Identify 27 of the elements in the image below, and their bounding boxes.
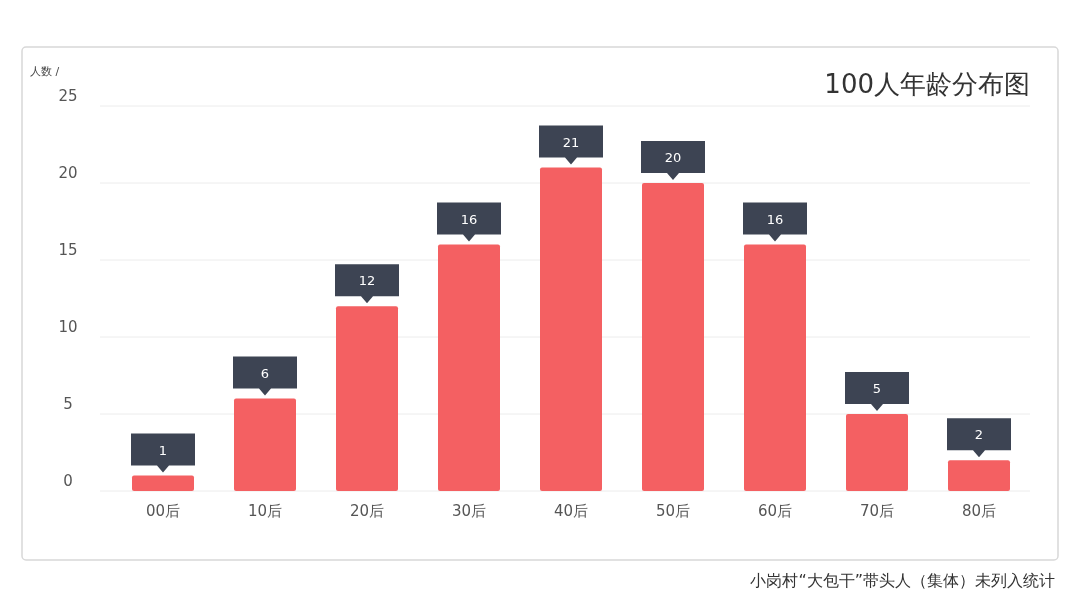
x-tick-label: 20后	[349, 502, 385, 520]
data-label: 2	[974, 427, 984, 443]
y-tick-label: 20	[58, 164, 78, 182]
data-label: 16	[460, 211, 478, 227]
data-label: 21	[562, 134, 580, 150]
x-tick-label: 40后	[553, 502, 589, 520]
x-tick-label: 30后	[451, 502, 487, 520]
y-tick-label: 0	[63, 472, 73, 490]
y-tick-label: 10	[58, 318, 78, 336]
data-label: 16	[766, 211, 784, 227]
data-label: 6	[260, 365, 270, 381]
x-tick-label: 60后	[757, 502, 793, 520]
y-tick-label: 5	[63, 395, 73, 413]
x-tick-label: 00后	[145, 502, 181, 520]
x-tick-label: 10后	[247, 502, 283, 520]
y-tick-label: 25	[58, 87, 78, 105]
y-tick-label: 15	[58, 241, 78, 259]
data-label: 12	[358, 273, 376, 289]
x-tick-label: 50后	[655, 502, 691, 520]
y-axis-title: 人数 /	[30, 65, 60, 78]
chart-title: 100人年龄分布图	[824, 69, 1030, 99]
x-tick-label: 70后	[859, 502, 895, 520]
x-tick-label: 80后	[961, 502, 997, 520]
data-label: 1	[158, 442, 168, 458]
text: 小岗村“大包干”带头人（集体）未列入统计	[750, 571, 1055, 590]
data-label: 20	[664, 150, 682, 165]
data-label: 5	[872, 381, 882, 396]
